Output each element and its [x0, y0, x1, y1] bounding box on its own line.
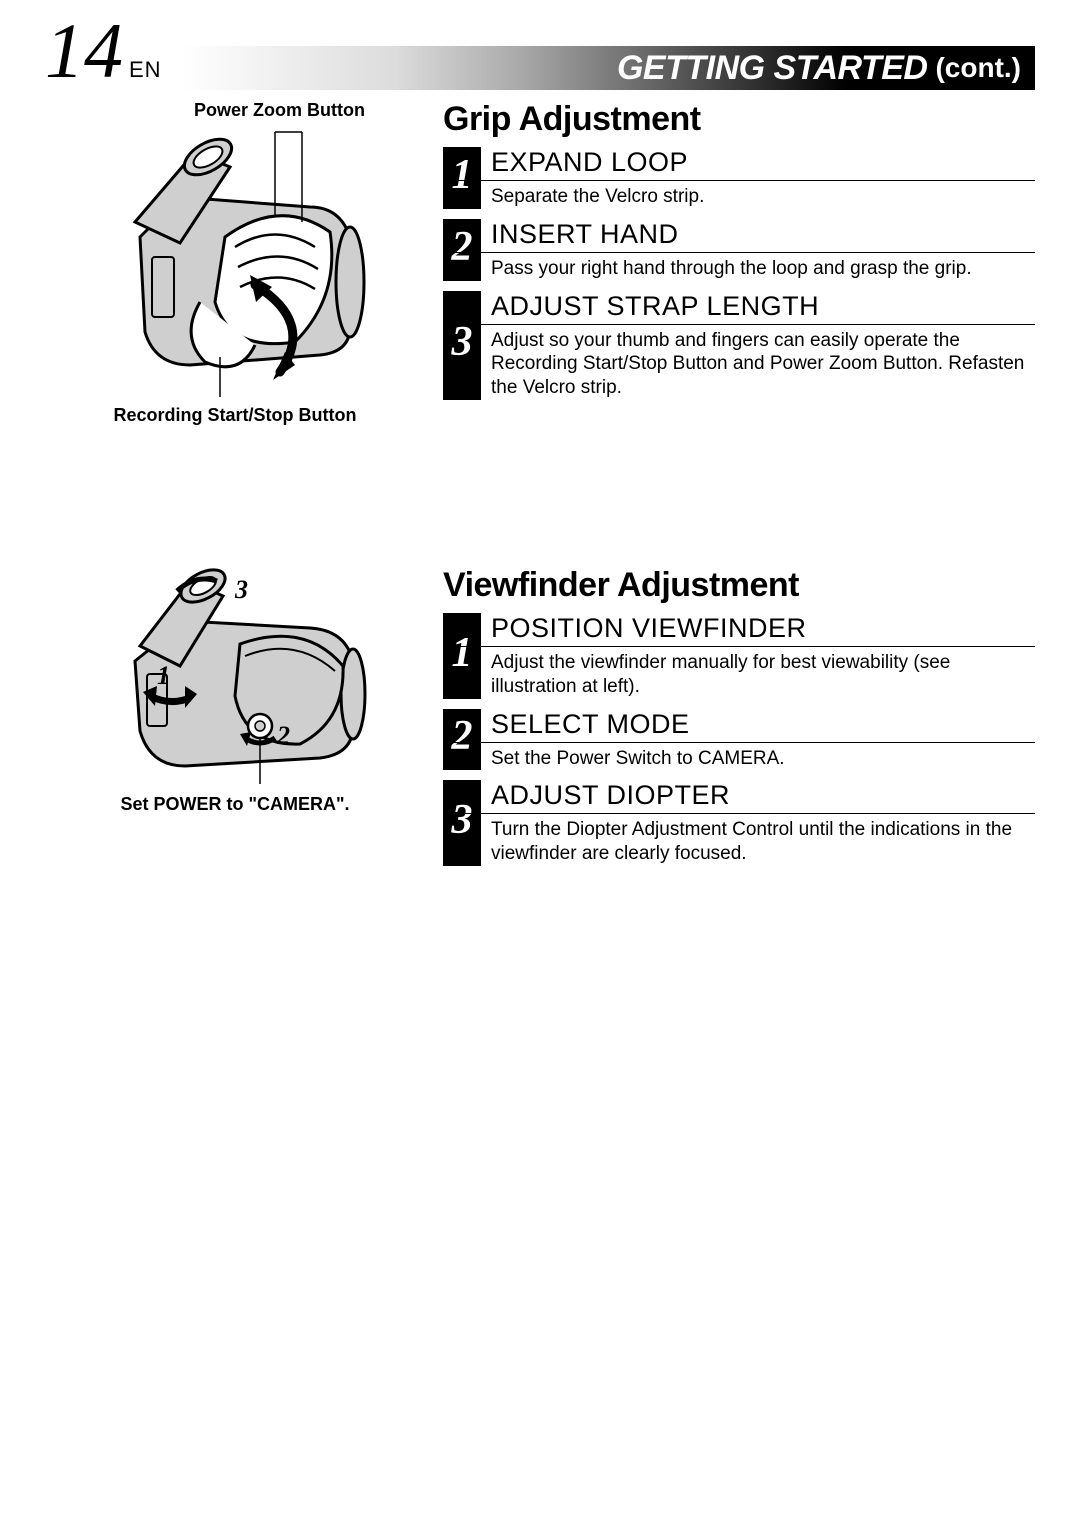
grip-step-2: 2 INSERT HAND Pass your right hand throu…	[443, 219, 1035, 281]
svg-text:1: 1	[157, 661, 170, 690]
viewfinder-step-3: 3 ADJUST DIOPTER Turn the Diopter Adjust…	[443, 780, 1035, 866]
step-heading: EXPAND LOOP	[443, 147, 1035, 181]
grip-adjustment-title: Grip Adjustment	[443, 100, 1035, 139]
step-text: Set the Power Switch to CAMERA.	[491, 747, 1035, 771]
step-body: INSERT HAND Pass your right hand through…	[491, 219, 1035, 281]
page-number: 14 EN	[45, 12, 162, 90]
step-text: Separate the Velcro strip.	[491, 185, 1035, 209]
step-text: Turn the Diopter Adjustment Control unti…	[491, 818, 1035, 866]
grip-illustration-column: Power Zoom Button	[45, 100, 425, 426]
banner-cont: (cont.)	[935, 52, 1021, 84]
grip-step-3: 3 ADJUST STRAP LENGTH Adjust so your thu…	[443, 291, 1035, 400]
svg-text:3: 3	[234, 575, 248, 604]
grip-adjustment-row: Power Zoom Button	[0, 90, 1080, 426]
power-zoom-button-label: Power Zoom Button	[45, 100, 425, 121]
step-heading: POSITION VIEWFINDER	[443, 613, 1035, 647]
step-text: Adjust so your thumb and fingers can eas…	[491, 329, 1035, 400]
banner-title: GETTING STARTED	[617, 49, 927, 88]
viewfinder-illustration: 1 2 3	[95, 566, 375, 786]
step-body: POSITION VIEWFINDER Adjust the viewfinde…	[491, 613, 1035, 699]
viewfinder-steps-column: Viewfinder Adjustment 1 POSITION VIEWFIN…	[425, 566, 1035, 876]
viewfinder-adjustment-title: Viewfinder Adjustment	[443, 566, 1035, 605]
step-heading: ADJUST DIOPTER	[443, 780, 1035, 814]
viewfinder-illustration-column: 1 2 3 Set POWER to "CAMERA".	[45, 566, 425, 876]
page-lang: EN	[129, 59, 162, 81]
page-header: 14 EN GETTING STARTED (cont.)	[0, 0, 1080, 90]
recording-start-stop-label: Recording Start/Stop Button	[45, 405, 425, 426]
viewfinder-step-2: 2 SELECT MODE Set the Power Switch to CA…	[443, 709, 1035, 771]
set-power-camera-label: Set POWER to "CAMERA".	[45, 794, 425, 815]
step-heading: INSERT HAND	[443, 219, 1035, 253]
step-body: EXPAND LOOP Separate the Velcro strip.	[491, 147, 1035, 209]
grip-illustration	[80, 127, 390, 397]
page-number-value: 14	[45, 12, 123, 90]
step-body: ADJUST STRAP LENGTH Adjust so your thumb…	[491, 291, 1035, 400]
step-body: ADJUST DIOPTER Turn the Diopter Adjustme…	[491, 780, 1035, 866]
grip-steps-column: Grip Adjustment 1 EXPAND LOOP Separate t…	[425, 100, 1035, 426]
step-body: SELECT MODE Set the Power Switch to CAME…	[491, 709, 1035, 771]
step-text: Adjust the viewfinder manually for best …	[491, 651, 1035, 699]
viewfinder-adjustment-row: 1 2 3 Set POWER to "CAMERA". Viewfinder …	[0, 556, 1080, 876]
grip-step-1: 1 EXPAND LOOP Separate the Velcro strip.	[443, 147, 1035, 209]
step-heading: ADJUST STRAP LENGTH	[443, 291, 1035, 325]
step-text: Pass your right hand through the loop an…	[491, 257, 1035, 281]
svg-text:2: 2	[276, 721, 290, 750]
step-heading: SELECT MODE	[443, 709, 1035, 743]
header-banner: GETTING STARTED (cont.)	[182, 46, 1035, 90]
viewfinder-step-1: 1 POSITION VIEWFINDER Adjust the viewfin…	[443, 613, 1035, 699]
